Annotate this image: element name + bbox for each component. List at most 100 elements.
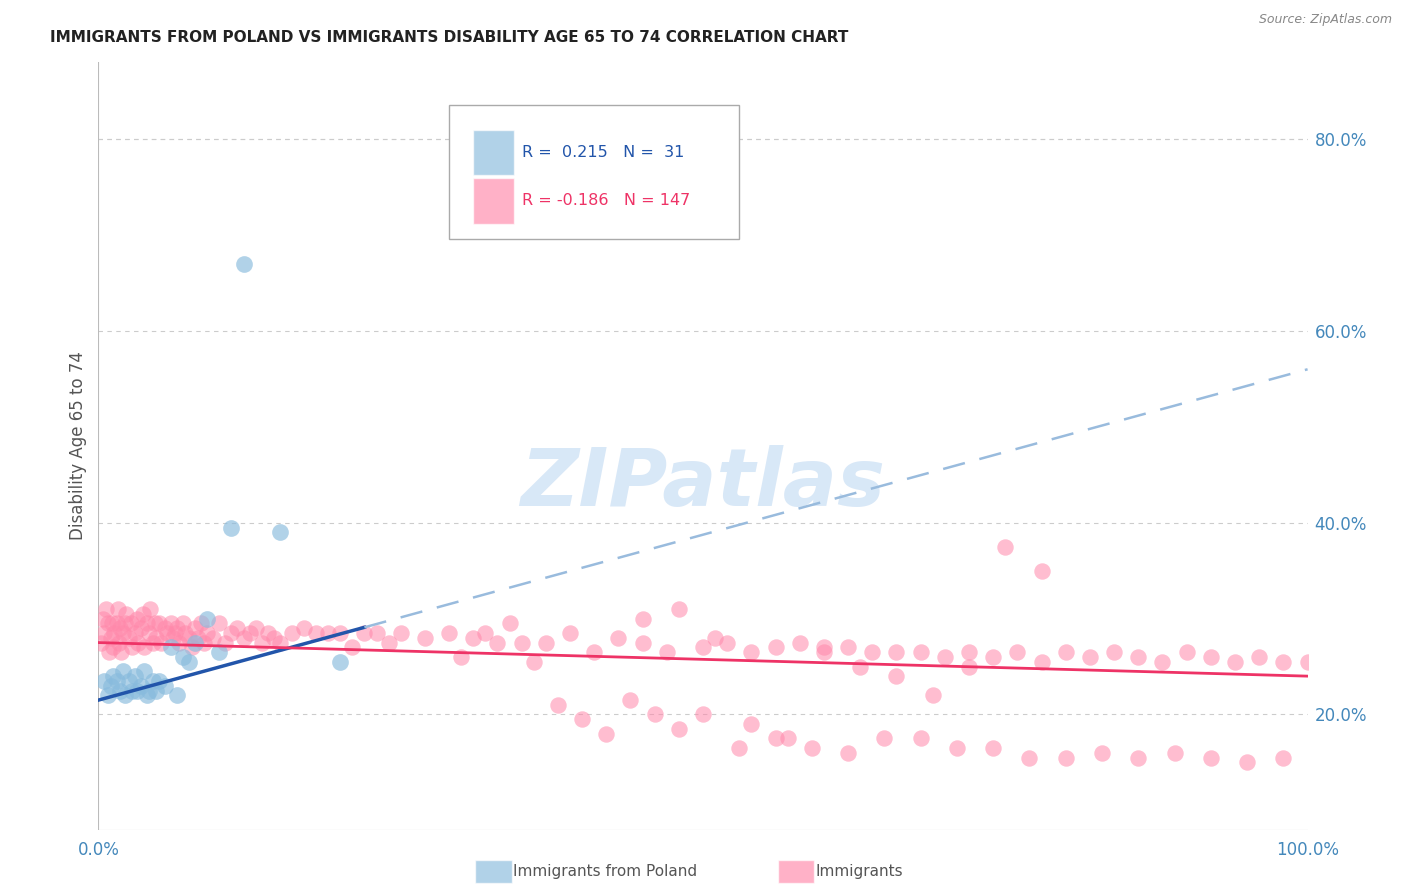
Point <box>208 616 231 631</box>
Point <box>1199 649 1222 664</box>
Point <box>103 626 125 640</box>
Point <box>921 689 943 703</box>
Point <box>910 731 932 746</box>
Point <box>1128 750 1150 764</box>
Point <box>474 626 496 640</box>
FancyBboxPatch shape <box>474 130 515 175</box>
Point <box>946 741 969 756</box>
Point <box>1031 655 1053 669</box>
Point <box>523 655 546 669</box>
Point <box>142 635 165 649</box>
Point <box>607 631 630 645</box>
Point <box>172 649 194 664</box>
Point <box>619 693 641 707</box>
Point <box>184 635 207 649</box>
Point <box>1163 746 1185 760</box>
Point <box>232 631 254 645</box>
Point <box>118 673 141 688</box>
FancyBboxPatch shape <box>449 104 740 239</box>
Text: Immigrants: Immigrants <box>815 864 903 879</box>
Point <box>837 746 859 760</box>
Point <box>1128 649 1150 664</box>
Point <box>957 645 980 659</box>
Point <box>97 616 120 631</box>
Point <box>789 635 811 649</box>
Point <box>668 722 690 736</box>
Point <box>704 631 727 645</box>
Point <box>263 631 285 645</box>
Point <box>100 631 122 645</box>
Point <box>692 707 714 722</box>
Point <box>156 626 179 640</box>
Point <box>153 621 176 635</box>
Point <box>115 607 138 621</box>
Point <box>134 665 156 679</box>
Point <box>221 626 243 640</box>
Point <box>281 626 304 640</box>
Point <box>329 655 352 669</box>
Point <box>437 626 460 640</box>
Point <box>90 635 112 649</box>
Point <box>366 626 388 640</box>
Point <box>1018 750 1040 764</box>
Point <box>142 673 165 688</box>
Point <box>110 645 132 659</box>
Point <box>166 689 188 703</box>
Point <box>1054 750 1077 764</box>
FancyBboxPatch shape <box>474 178 515 224</box>
Text: R =  0.215   N =  31: R = 0.215 N = 31 <box>522 145 683 160</box>
Point <box>1102 645 1125 659</box>
Point <box>329 626 352 640</box>
Point <box>353 626 375 640</box>
Point <box>163 626 186 640</box>
Point <box>316 626 339 640</box>
Point <box>108 683 131 698</box>
Point <box>145 631 167 645</box>
Point <box>138 683 160 698</box>
Point <box>94 602 117 616</box>
Point <box>174 626 197 640</box>
Point <box>558 626 581 640</box>
Point <box>124 626 146 640</box>
Point <box>139 602 162 616</box>
Point <box>728 741 751 756</box>
Point <box>107 602 129 616</box>
Point <box>813 640 835 655</box>
Point <box>1249 649 1271 664</box>
Point <box>184 621 207 635</box>
Point <box>138 626 160 640</box>
Point <box>114 689 136 703</box>
Point <box>1007 645 1029 659</box>
Point <box>190 616 212 631</box>
Point <box>1091 746 1114 760</box>
Text: ZIPatlas: ZIPatlas <box>520 445 886 524</box>
Point <box>202 631 225 645</box>
Point <box>644 707 666 722</box>
Point <box>498 616 520 631</box>
Text: IMMIGRANTS FROM POLAND VS IMMIGRANTS DISABILITY AGE 65 TO 74 CORRELATION CHART: IMMIGRANTS FROM POLAND VS IMMIGRANTS DIS… <box>51 29 848 45</box>
Point <box>124 669 146 683</box>
Point <box>486 635 509 649</box>
Point <box>1223 655 1246 669</box>
Point <box>776 731 799 746</box>
Point <box>91 612 114 626</box>
Point <box>886 645 908 659</box>
Point <box>886 669 908 683</box>
Point <box>132 607 155 621</box>
Point <box>377 635 399 649</box>
Point <box>150 635 173 649</box>
Point <box>93 673 115 688</box>
Point <box>1272 655 1295 669</box>
Point <box>121 640 143 655</box>
Point <box>143 616 166 631</box>
Point <box>145 683 167 698</box>
Point <box>135 689 157 703</box>
Point <box>413 631 436 645</box>
Text: Immigrants from Poland: Immigrants from Poland <box>513 864 697 879</box>
Point <box>873 731 896 746</box>
Point <box>120 616 142 631</box>
Point <box>172 616 194 631</box>
Point <box>860 645 883 659</box>
Point <box>1054 645 1077 659</box>
Point <box>93 626 115 640</box>
